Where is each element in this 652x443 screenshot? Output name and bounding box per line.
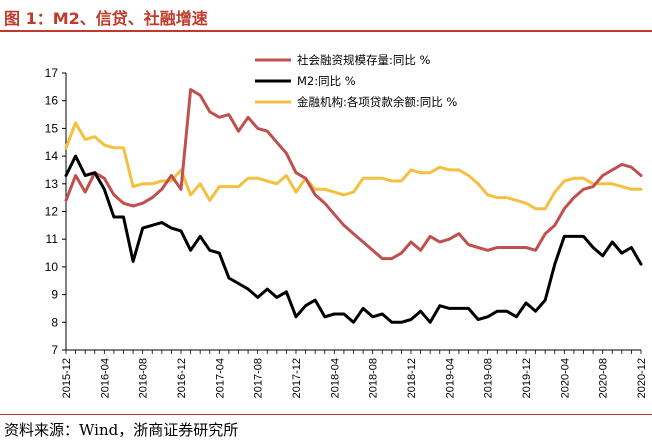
y-tick-label: 7	[51, 343, 58, 357]
figure-title: 图 1：M2、信贷、社融增速	[4, 9, 208, 28]
y-tick-label: 8	[51, 315, 58, 329]
legend-label: M2:同比 %	[297, 74, 356, 88]
x-tick-label: 2020-12	[636, 358, 648, 398]
legend-label: 社会融资规模存量:同比 %	[297, 53, 431, 67]
series-line-0	[64, 88, 643, 261]
y-tick-label: 10	[45, 260, 59, 274]
x-tick-label: 2018-08	[368, 358, 380, 398]
x-tick-label: 2016-04	[99, 358, 111, 398]
series-line-1	[64, 154, 643, 324]
title-divider	[0, 30, 652, 32]
x-tick-label: 2016-12	[176, 358, 188, 398]
x-tick-label: 2020-08	[598, 358, 610, 398]
x-tick-label: 2019-08	[483, 358, 495, 398]
series-lines	[64, 88, 643, 324]
y-tick-label: 11	[46, 232, 59, 246]
series-line-2	[64, 121, 643, 211]
x-tick-label: 2017-12	[291, 358, 303, 398]
x-tick-label: 2016-08	[138, 358, 150, 398]
chart-axes	[65, 73, 641, 351]
y-axis-ticks: 7 8 9 10 11 12 13 14 15 16 17	[45, 66, 66, 357]
x-tick-label: 2018-04	[329, 358, 341, 398]
y-tick-label: 12	[45, 205, 59, 219]
source-divider	[0, 414, 652, 415]
x-axis-ticks: 2015-12 2016-04 2016-08 2016-12 2017-04 2017-…	[61, 350, 648, 398]
y-tick-label: 16	[45, 94, 59, 108]
x-tick-label: 2017-08	[253, 358, 265, 398]
x-tick-label: 2020-04	[559, 358, 571, 398]
legend-label: 金融机构:各项贷款余额:同比 %	[297, 95, 457, 109]
y-tick-label: 17	[45, 66, 59, 80]
x-tick-label: 2017-04	[214, 358, 226, 398]
y-tick-label: 13	[45, 177, 59, 191]
y-tick-label: 15	[45, 121, 59, 135]
chart-legend: 社会融资规模存量:同比 % M2:同比 % 金融机构:各项贷款余额:同比 %	[255, 53, 457, 109]
x-tick-label: 2019-12	[521, 358, 533, 398]
y-tick-label: 9	[51, 288, 58, 302]
source-note: 资料来源：Wind，浙商证券研究所	[4, 421, 239, 439]
x-tick-label: 2015-12	[61, 358, 73, 398]
line-chart: 7 8 9 10 11 12 13 14 15 16 17 2015-12 2016-04 2016-0…	[45, 53, 648, 398]
x-tick-label: 2019-04	[444, 358, 456, 398]
x-tick-label: 2018-12	[406, 358, 418, 398]
y-tick-label: 14	[45, 149, 59, 163]
